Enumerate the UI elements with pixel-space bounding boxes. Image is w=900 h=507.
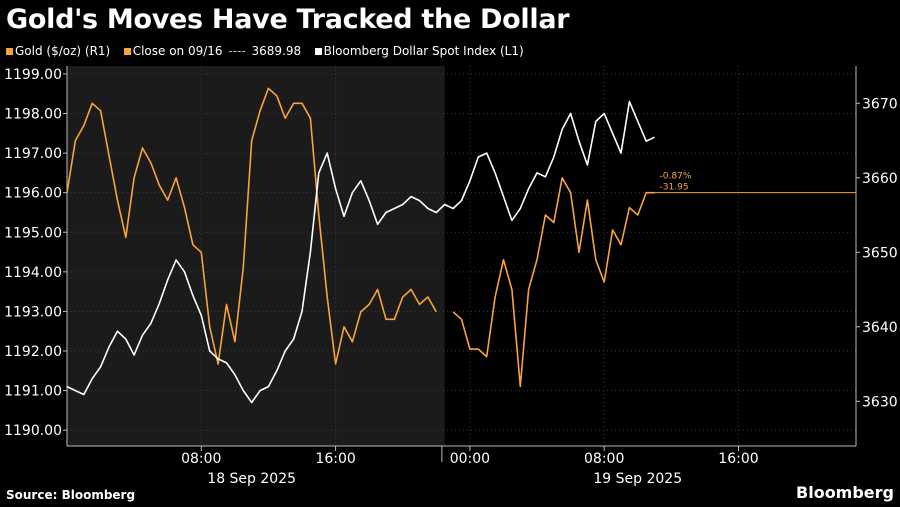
legend-close-swatch <box>123 48 131 55</box>
right-tick-label: 3650 <box>862 245 898 261</box>
legend-dollar-swatch <box>314 48 322 55</box>
date-label: 19 Sep 2025 <box>593 471 682 487</box>
annotation-abs-change: -31.95 <box>660 183 689 193</box>
left-tick-label: 1198.00 <box>4 107 62 123</box>
left-tick-label: 1190.00 <box>4 423 62 439</box>
bottom-tick-label: 08:00 <box>584 451 624 467</box>
left-tick-label: 1194.00 <box>4 265 62 281</box>
legend-gold: Gold ($/oz) (R1) <box>15 44 111 58</box>
bottom-tick-label: 08:00 <box>181 451 221 467</box>
brand-logo: Bloomberg <box>796 483 894 502</box>
left-tick-label: 1195.00 <box>4 225 62 241</box>
left-tick-label: 1193.00 <box>4 304 62 320</box>
legend-close: Close on 09/16 <box>132 44 223 58</box>
left-tick-label: 1192.00 <box>4 344 62 360</box>
date-label: 18 Sep 2025 <box>207 471 296 487</box>
left-tick-label: 1196.00 <box>4 186 62 202</box>
left-tick-label: 1191.00 <box>4 384 62 400</box>
shaded-region <box>67 66 445 446</box>
bottom-tick-label: 16:00 <box>315 451 355 467</box>
legend: Gold ($/oz) (R1) Close on 09/16 ---- 368… <box>6 44 526 58</box>
right-tick-label: 3630 <box>862 394 898 410</box>
dollar-series-line <box>66 100 655 404</box>
legend-close-dashes: ---- <box>228 44 250 58</box>
bottom-tick-label: 16:00 <box>718 451 758 467</box>
left-tick-label: 1199.00 <box>4 67 62 83</box>
legend-dollar: Bloomberg Dollar Spot Index (L1) <box>323 44 524 58</box>
annotation-pct-change: -0.87% <box>660 172 692 182</box>
bottom-tick-label: 00:00 <box>450 451 490 467</box>
right-tick-label: 3660 <box>862 171 898 187</box>
legend-close-value: 3689.98 <box>251 44 302 58</box>
right-tick-label: 3670 <box>862 96 898 112</box>
source-note: Source: Bloomberg <box>6 488 136 502</box>
left-tick-label: 1197.00 <box>4 146 62 162</box>
legend-gold-swatch <box>6 48 13 55</box>
chart-title: Gold's Moves Have Tracked the Dollar <box>6 4 570 35</box>
gold-series-line <box>66 87 655 388</box>
right-tick-label: 3640 <box>862 320 898 336</box>
